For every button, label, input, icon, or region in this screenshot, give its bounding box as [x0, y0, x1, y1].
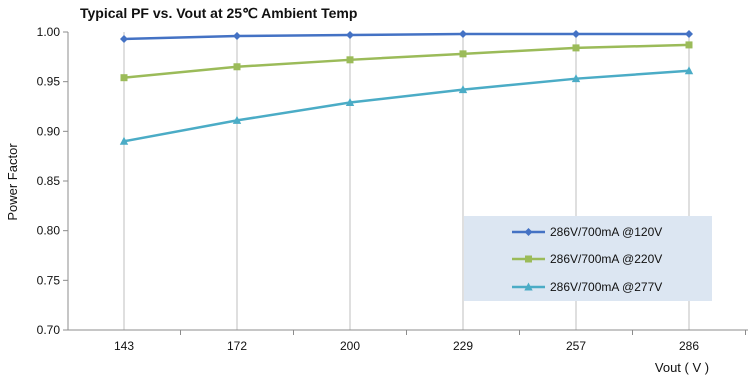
legend-box — [464, 216, 712, 301]
data-point — [345, 98, 355, 107]
data-point — [120, 34, 128, 43]
y-axis-label: Power Factor — [5, 143, 20, 221]
x-tick-label: 286 — [679, 339, 699, 353]
series-line — [122, 69, 691, 143]
y-tick-label: 0.80 — [37, 224, 61, 238]
x-tick-label: 172 — [227, 339, 247, 353]
legend-label: 286V/700mA @220V — [550, 252, 662, 266]
data-point — [233, 63, 241, 71]
data-point — [458, 85, 468, 94]
data-point — [571, 74, 581, 83]
legend-label: 286V/700mA @277V — [550, 280, 662, 294]
data-point — [685, 29, 693, 38]
y-tick-label: 0.75 — [37, 273, 61, 287]
x-tick-label: 257 — [566, 339, 586, 353]
series-1 — [120, 29, 693, 43]
legend-label: 286V/700mA @120V — [550, 225, 662, 239]
x-tick-label: 229 — [453, 339, 473, 353]
x-axis-label: Vout ( V ) — [655, 360, 709, 375]
chart-title: Typical PF vs. Vout at 25℃ Ambient Temp — [80, 5, 357, 21]
x-tick-label: 143 — [114, 339, 134, 353]
y-tick-label: 0.90 — [37, 124, 61, 138]
data-point — [459, 29, 467, 38]
data-point — [233, 31, 241, 40]
data-point — [120, 74, 128, 82]
data-point — [685, 41, 693, 49]
data-point — [684, 66, 694, 75]
series-3 — [119, 66, 694, 145]
y-tick-label: 1.00 — [37, 25, 61, 39]
y-tick-label: 0.85 — [37, 174, 61, 188]
data-point — [346, 56, 354, 64]
x-tick-label: 200 — [340, 339, 360, 353]
legend-marker — [524, 228, 533, 236]
series-group — [119, 29, 694, 145]
data-point — [119, 136, 129, 145]
data-point — [572, 29, 580, 38]
axes — [63, 31, 748, 335]
legend-marker — [525, 255, 532, 263]
y-tick-label: 0.70 — [37, 323, 61, 337]
series-line — [122, 43, 691, 79]
series-2 — [120, 41, 693, 82]
legend: 286V/700mA @120V 286V/700mA @220V 286V/700… — [464, 216, 712, 301]
data-point — [346, 30, 354, 39]
tick-labels: 0.70 0.75 0.80 0.85 0.90 0.95 1.00 143 172 200 229… — [37, 25, 700, 353]
data-point — [459, 50, 467, 58]
y-tick-label: 0.95 — [37, 75, 61, 89]
series-line — [122, 32, 691, 41]
data-point — [572, 44, 580, 52]
data-point — [232, 115, 242, 124]
legend-marker — [524, 282, 533, 291]
